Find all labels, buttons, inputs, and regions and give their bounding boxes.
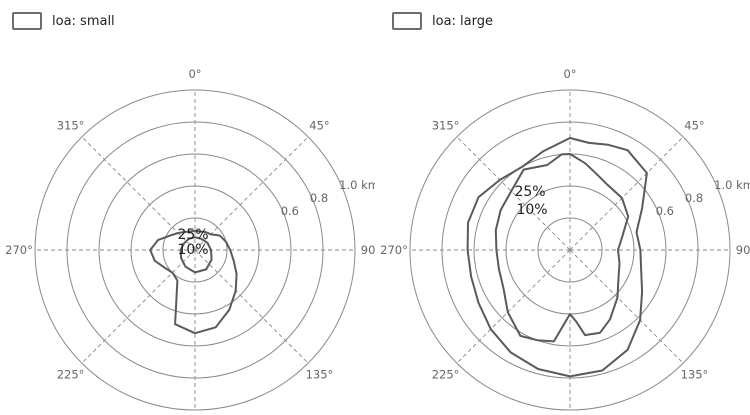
legend-large: loa: large — [392, 12, 493, 30]
grid-ring — [409, 89, 731, 411]
grid-spoke — [456, 249, 571, 364]
angle-label: 90° — [736, 243, 750, 257]
grid-ring — [34, 89, 356, 411]
angle-label: 0° — [563, 67, 576, 81]
angle-label: 135° — [306, 367, 334, 381]
contour-label: 10% — [516, 202, 547, 218]
contour-10pct — [149, 229, 238, 335]
grid-spoke — [81, 249, 196, 364]
angle-label: 90° — [361, 243, 375, 257]
radius-label: 0.8 — [685, 191, 703, 205]
angle-label: 270° — [5, 243, 33, 257]
grid-spoke — [81, 136, 196, 251]
polar-chart-small: 0°45°90°135°180°225°270°315°0.60.81.0 km… — [5, 67, 375, 411]
angle-label: 135° — [681, 367, 709, 381]
angle-label: 225° — [432, 367, 460, 381]
polar-chart-large: 0°45°90°135°180°225°270°315°0.60.81.0 km… — [380, 67, 750, 411]
angle-label: 225° — [57, 367, 85, 381]
legend-swatch-small — [12, 12, 42, 30]
legend-label-small: loa: small — [52, 13, 115, 29]
contour-label: 25% — [514, 184, 545, 200]
contour-label: 10% — [177, 242, 208, 258]
grid-spoke — [569, 249, 684, 364]
angle-label: 270° — [380, 243, 408, 257]
grid-spoke — [194, 249, 309, 364]
radius-label: 0.6 — [281, 204, 299, 218]
contour-25pct — [494, 153, 630, 343]
angle-label: 45° — [684, 119, 704, 133]
radius-label: 0.8 — [310, 191, 328, 205]
radius-label: 0.6 — [656, 204, 674, 218]
legend-label-large: loa: large — [432, 13, 493, 29]
contour-label: 25% — [177, 227, 208, 243]
angle-label: 0° — [188, 67, 201, 81]
grid-spoke — [569, 136, 684, 251]
angle-label: 45° — [309, 119, 329, 133]
grid-spoke — [456, 136, 571, 251]
angle-label: 315° — [432, 119, 460, 133]
grid-spoke — [194, 136, 309, 251]
radius-label: 1.0 km — [339, 178, 375, 192]
grid-ring — [98, 153, 292, 347]
contour-10pct — [466, 137, 648, 378]
angle-label: 315° — [57, 119, 85, 133]
legend-small: loa: small — [12, 12, 115, 30]
legend-swatch-large — [392, 12, 422, 30]
radius-label: 1.0 km — [714, 178, 750, 192]
contour-25pct — [179, 236, 213, 274]
